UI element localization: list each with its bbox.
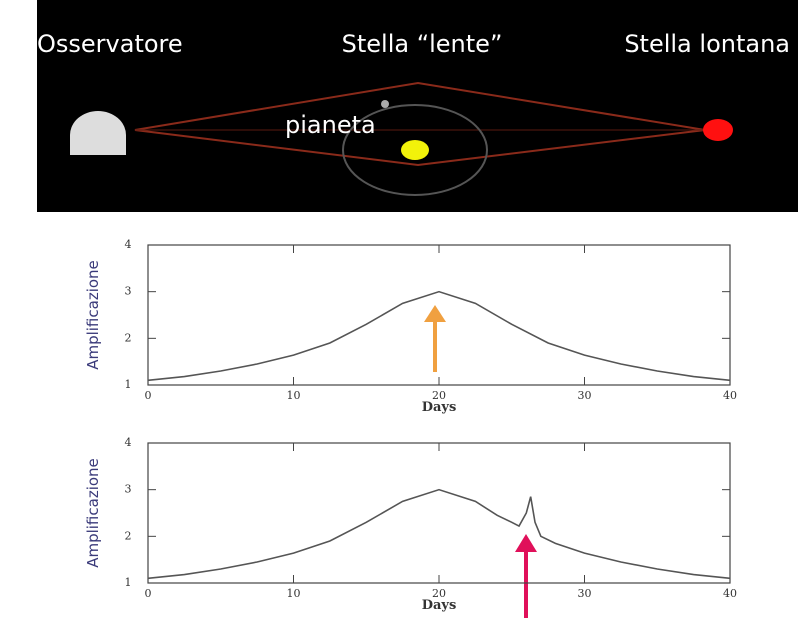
observer-label: Osservatore — [37, 30, 183, 58]
x-axis-label: Days — [422, 400, 457, 415]
x-tick-label: 10 — [287, 587, 301, 600]
x-tick-label: 10 — [287, 389, 301, 402]
planet-label: pianeta — [285, 111, 376, 139]
y-tick-label: 2 — [125, 331, 132, 344]
x-tick-label: 40 — [723, 587, 737, 600]
x-axis-label: Days — [422, 598, 457, 613]
y-tick-label: 1 — [125, 576, 132, 589]
peak-arrow-head — [424, 305, 446, 322]
planet — [381, 100, 389, 108]
y-tick-label: 1 — [125, 378, 132, 391]
light-curve — [148, 292, 730, 381]
x-tick-label: 30 — [578, 587, 592, 600]
y-axis-label: Amplificazione — [84, 458, 102, 568]
page: {"diagram": {"observer": "Osservatore", … — [0, 0, 798, 618]
x-tick-label: 0 — [145, 389, 152, 402]
x-tick-label: 30 — [578, 389, 592, 402]
plot-frame — [148, 443, 730, 583]
y-tick-label: 3 — [125, 483, 132, 496]
x-tick-label: 0 — [145, 587, 152, 600]
y-tick-label: 4 — [125, 436, 132, 449]
light-curve — [148, 490, 730, 579]
figure: Osservatore Stella “lente” Stella lontan… — [0, 0, 798, 618]
y-tick-label: 4 — [125, 238, 132, 251]
y-axis-label: Amplificazione — [84, 260, 102, 370]
x-tick-label: 40 — [723, 389, 737, 402]
planet-arrow-head — [515, 534, 537, 552]
y-tick-label: 3 — [125, 285, 132, 298]
y-tick-label: 2 — [125, 529, 132, 542]
lens-label: Stella “lente” — [342, 30, 503, 58]
lens-star — [401, 140, 429, 160]
source-star — [703, 119, 733, 141]
source-label: Stella lontana — [624, 30, 790, 58]
